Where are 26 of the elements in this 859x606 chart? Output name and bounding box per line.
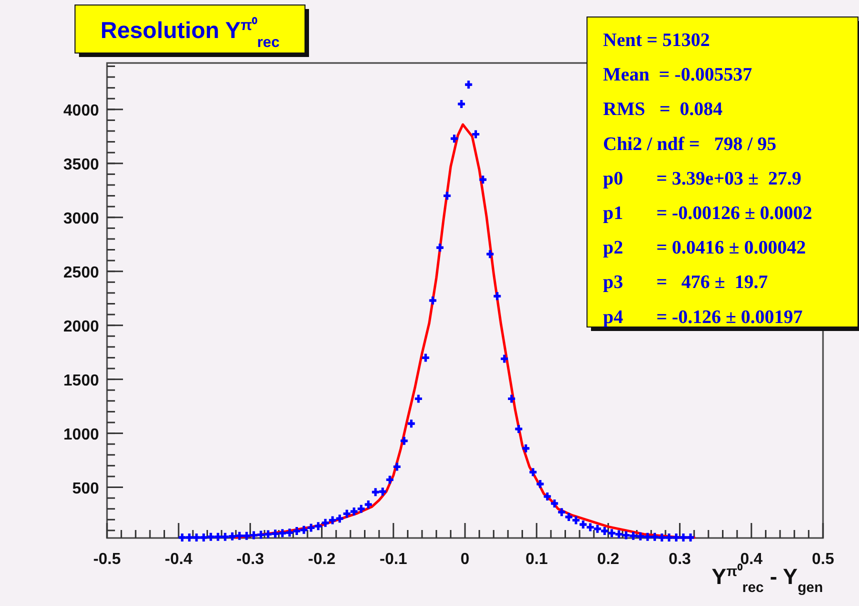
annotation: p4 = -0.126 ± 0.00197 — [603, 306, 804, 328]
x-tick-label: -0.3 — [236, 551, 264, 568]
x-tick-label: -0.4 — [164, 551, 192, 568]
annotation: p0 = 3.39e+03 ± 27.9 — [603, 168, 802, 190]
y-tick-label: 3500 — [63, 156, 100, 174]
x-tick-label: 0.1 — [525, 551, 548, 568]
x-tick-label: -0.1 — [380, 551, 408, 568]
text: Nent = 51302 — [603, 30, 710, 51]
y-tick-label: 500 — [72, 480, 100, 498]
annotation: p3 = 476 ± 19.7 — [603, 272, 768, 294]
y-tick-label: 2500 — [63, 264, 100, 282]
annotation: Chi2 / ndf = 798 / 95 — [603, 134, 776, 155]
y-tick-label: 2000 — [63, 318, 100, 336]
y-tick-label: 3000 — [63, 210, 100, 228]
x-tick-label: 0 — [460, 551, 470, 568]
x-tick-label: -0.5 — [93, 551, 121, 568]
y-tick-label: 1500 — [63, 372, 100, 390]
annotation: p1 = -0.00126 ± 0.0002 — [603, 203, 812, 224]
annotation: Mean = -0.005537 — [603, 64, 753, 86]
y-tick-label: 1000 — [63, 426, 100, 444]
annotation: p2 = 0.0416 ± 0.00042 — [603, 238, 806, 259]
y-tick-label: 4000 — [63, 102, 100, 120]
x-tick-label: -0.2 — [308, 551, 336, 568]
x-tick-label: 0.2 — [597, 551, 620, 568]
annotation: RMS = 0.084 — [603, 99, 724, 120]
x-tick-label: 0.3 — [668, 551, 692, 568]
